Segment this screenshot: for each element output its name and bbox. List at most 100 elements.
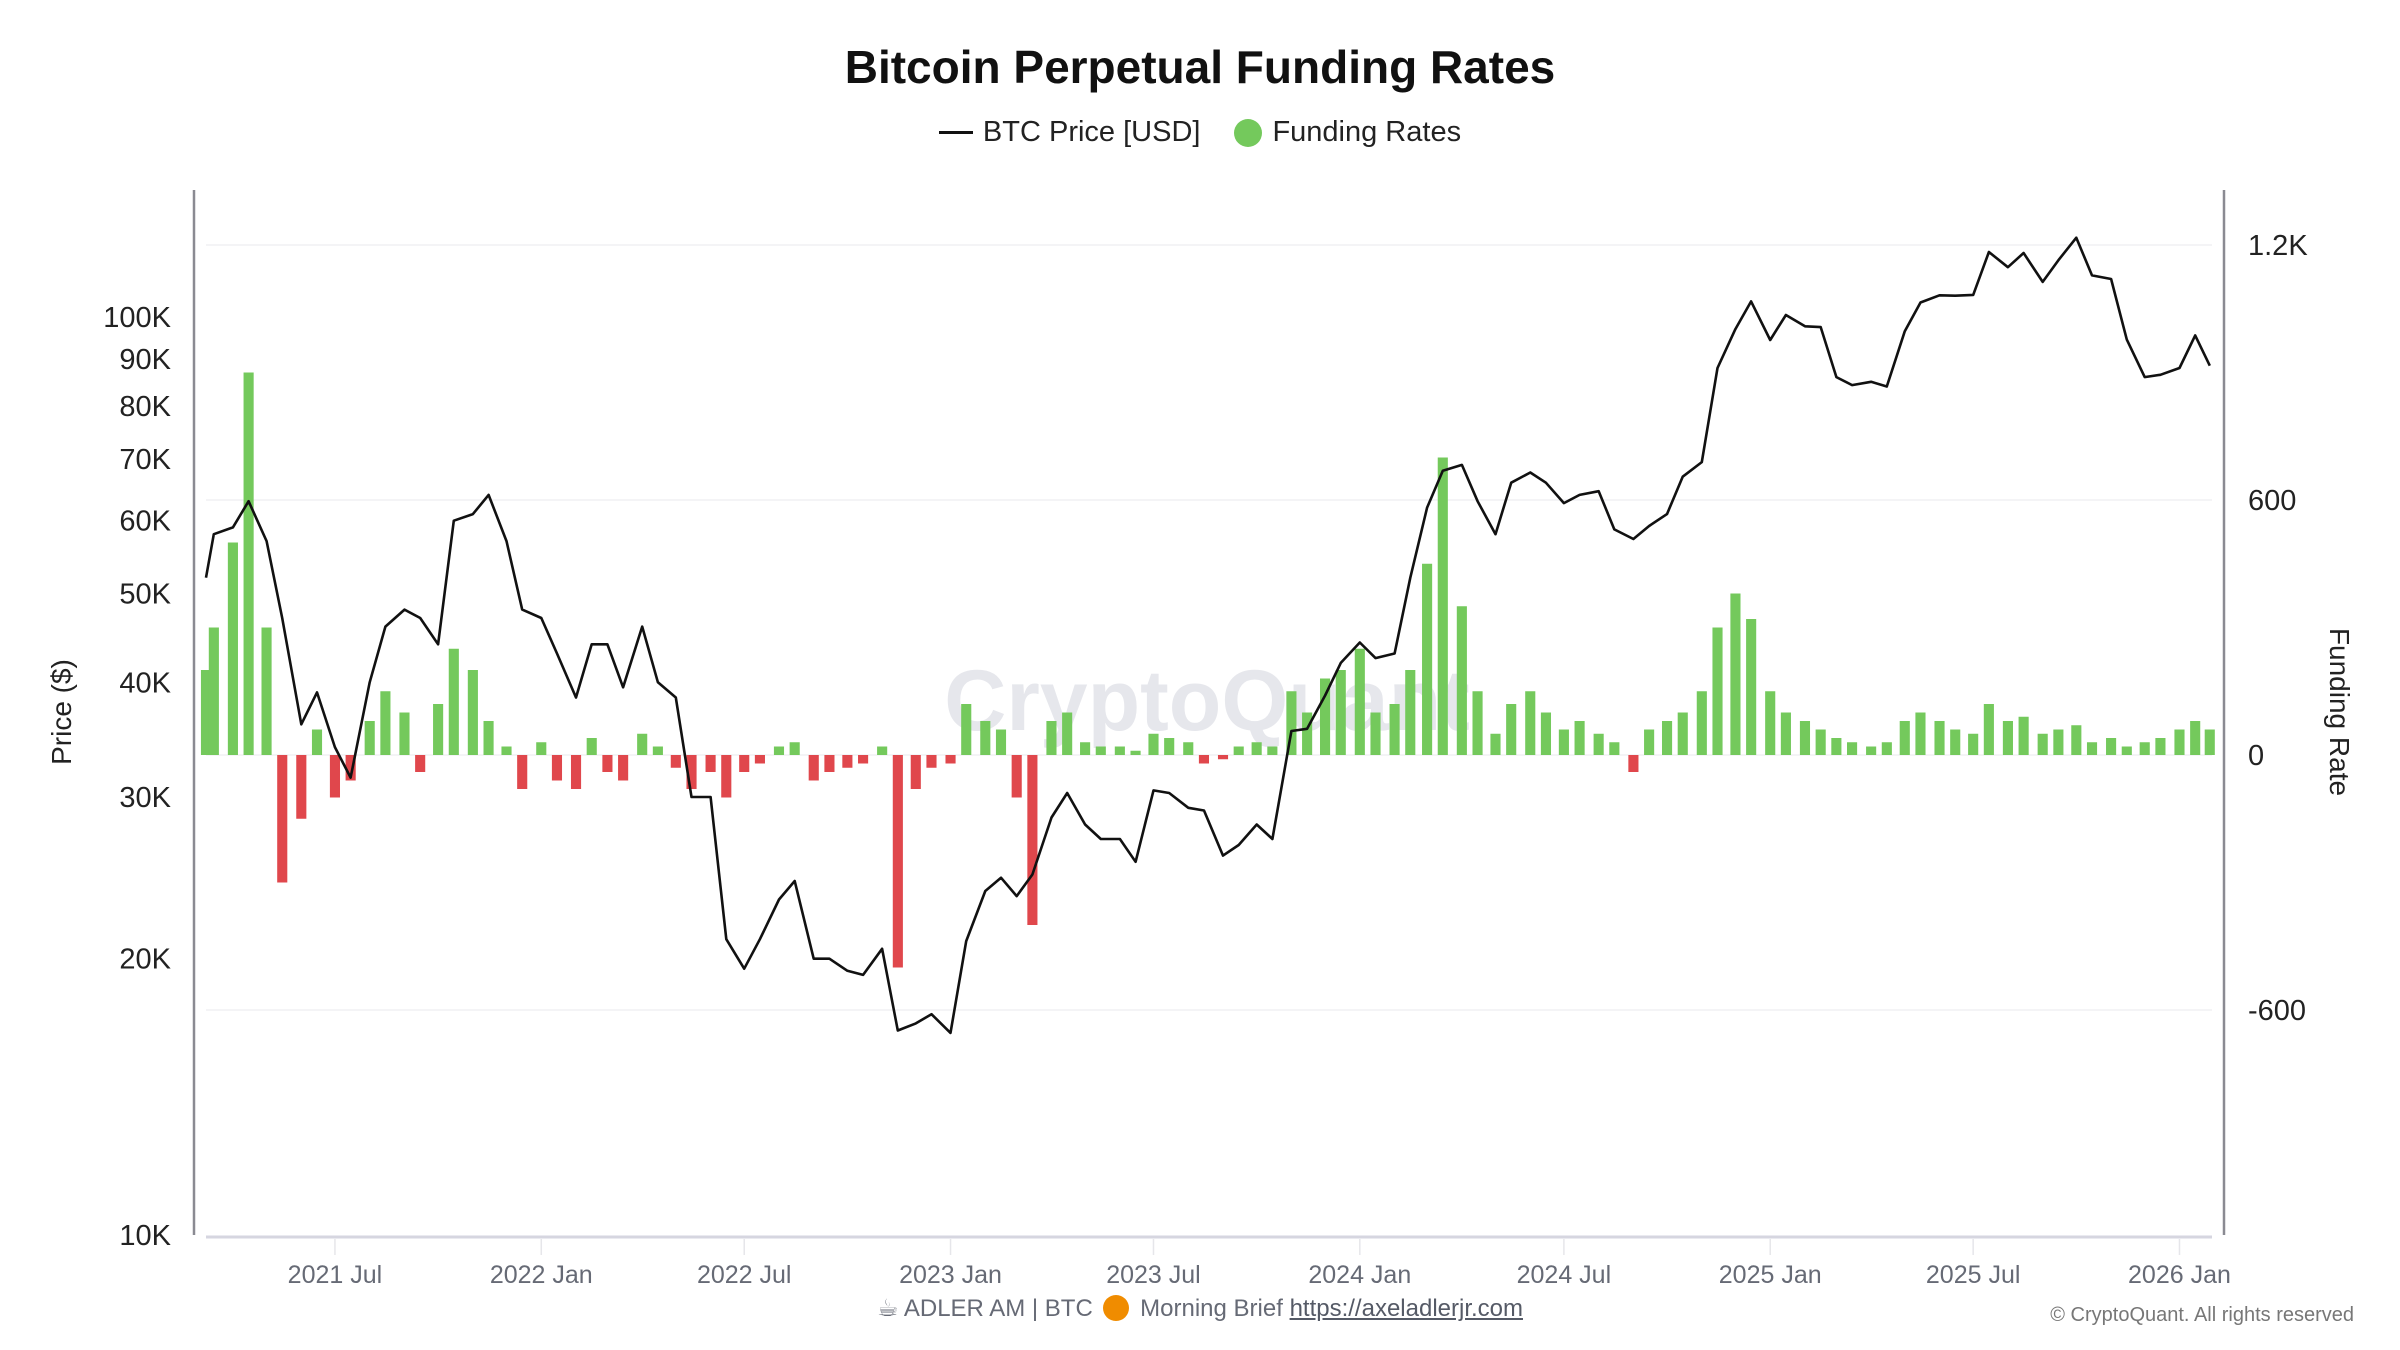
funding-bar [1370, 712, 1381, 755]
funding-bar [808, 755, 819, 781]
y-left-tick-label: 10K [119, 1220, 171, 1252]
dot-marker-icon [1234, 118, 1263, 147]
funding-bar [536, 742, 547, 755]
funding-bar [1302, 712, 1313, 755]
y-right-tick-label: -600 [2248, 995, 2306, 1027]
y-left-axis-title: Price ($) [46, 659, 77, 765]
funding-bar [1062, 712, 1073, 755]
funding-bar [1456, 606, 1467, 755]
x-tick-label: 2024 Jan [1308, 1261, 1411, 1289]
funding-bar [1950, 729, 1961, 755]
x-tick-label: 2026 Jan [2128, 1261, 2231, 1289]
funding-bar [1866, 746, 1877, 755]
y-left-tick-label: 30K [119, 782, 171, 814]
funding-bar [1198, 755, 1210, 764]
funding-bar [1286, 691, 1297, 755]
funding-bar [415, 755, 426, 772]
funding-bar [618, 755, 629, 781]
funding-bar [1934, 721, 1945, 755]
funding-bar [1730, 593, 1741, 755]
funding-bar [1644, 729, 1655, 755]
funding-bar [1164, 738, 1175, 755]
funding-bar [296, 755, 307, 819]
funding-bar [1525, 691, 1536, 755]
funding-bar [773, 746, 785, 755]
funding-bar [1148, 733, 1159, 755]
funding-bar [1389, 704, 1400, 755]
y-left-tick-label: 100K [103, 302, 171, 334]
funding-bar [995, 729, 1007, 755]
funding-bar [1968, 733, 1979, 755]
funding-bar [1251, 742, 1262, 755]
funding-bar [1183, 742, 1194, 755]
funding-bar [2053, 729, 2064, 755]
y-left-tick-label: 20K [119, 944, 171, 976]
funding-bar [824, 755, 835, 772]
funding-bar [1490, 733, 1501, 755]
funding-bar [399, 712, 410, 755]
funding-bar [1027, 755, 1038, 925]
funding-bar [433, 704, 444, 755]
funding-bar [200, 670, 212, 755]
price-line [204, 236, 2211, 1035]
funding-bar [842, 755, 853, 768]
chart-title: Bitcoin Perpetual Funding Rates [844, 41, 1556, 93]
funding-bar [517, 755, 528, 789]
funding-bar [329, 755, 341, 798]
funding-bar [1267, 746, 1278, 755]
footer-link[interactable]: https://axeladlerjr.com [1289, 1295, 1523, 1322]
funding-bar [227, 542, 238, 755]
bitcoin-coin-icon [1103, 1295, 1130, 1321]
funding-bar [739, 755, 750, 772]
footer-brief: Morning Brief [1140, 1295, 1283, 1322]
y-left-tick-label: 90K [119, 344, 171, 376]
x-tick-label: 2022 Jan [490, 1261, 593, 1289]
funding-bar [1046, 721, 1057, 755]
x-tick-label: 2024 Jul [1517, 1261, 1612, 1289]
copyright: © CryptoQuant. All rights reserved [2050, 1304, 2354, 1326]
funding-bar [2204, 729, 2215, 755]
funding-bar [1233, 746, 1244, 755]
funding-bar [277, 755, 288, 883]
funding-bar [1881, 742, 1892, 755]
funding-bar [2121, 746, 2132, 755]
funding-bar [1437, 457, 1448, 755]
funding-bar [1540, 712, 1552, 755]
legend-item-price[interactable]: BTC Price [USD] [938, 116, 1201, 149]
funding-bar [1815, 729, 1826, 755]
legend-item-funding[interactable]: Funding Rates [1234, 116, 1461, 149]
funding-bar [961, 704, 972, 755]
y-left-tick-label: 50K [119, 578, 171, 610]
funding-bar [1677, 712, 1688, 755]
funding-bar [1712, 627, 1723, 755]
funding-bar [364, 721, 375, 755]
funding-bar [1593, 733, 1604, 755]
funding-bar [1011, 755, 1022, 798]
line-marker-icon [938, 131, 973, 134]
legend-label: BTC Price [USD] [982, 116, 1201, 148]
funding-bar [1799, 721, 1811, 755]
x-tick-label: 2023 Jul [1106, 1261, 1201, 1289]
funding-bar [637, 733, 648, 755]
funding-bar [892, 755, 903, 968]
funding-bar [2002, 721, 2013, 755]
x-tick-label: 2021 Jul [288, 1261, 383, 1289]
funding-bar [1847, 742, 1858, 755]
funding-bar [1217, 755, 1229, 760]
funding-bar [1405, 670, 1416, 755]
funding-bar [1472, 691, 1483, 755]
funding-bar [1506, 704, 1517, 755]
x-tick-label: 2023 Jan [899, 1261, 1002, 1289]
funding-bar [721, 755, 732, 798]
watermark: CryptoQuant [944, 653, 1470, 749]
funding-bar [501, 746, 512, 755]
funding-bar [945, 755, 956, 764]
funding-bar [1335, 670, 1346, 755]
funding-bar [705, 755, 716, 772]
y-right-tick-label: 0 [2248, 740, 2264, 772]
funding-bar [261, 627, 272, 755]
funding-bar [789, 742, 800, 755]
funding-bar [1661, 721, 1673, 755]
funding-bar [910, 755, 921, 789]
funding-bar [1354, 648, 1365, 755]
